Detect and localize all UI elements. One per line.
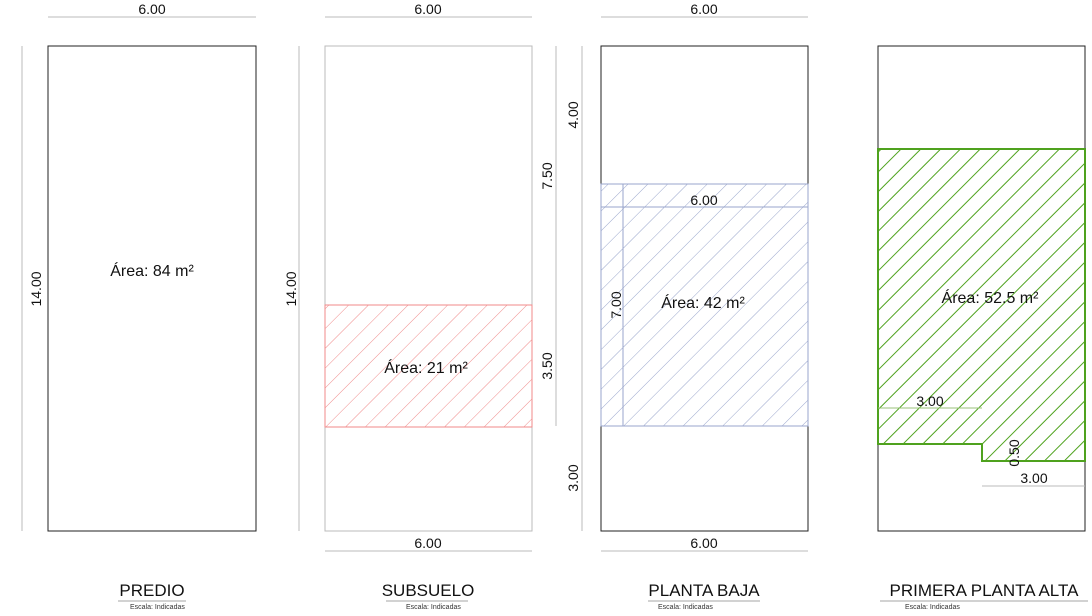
planta-baja-dim-left-upper: 7.50 [539,162,555,189]
subsuelo-plan: 6.00 14.00 Área: 21 m² 6.00 SUBSUELO Esc… [283,1,533,611]
planta-baja-dim-left-top: 4.00 [565,101,581,128]
predio-plan: 6.00 14.00 Área: 84 m² PREDIO Escala: In… [21,1,257,611]
primera-planta-alta-step-width: 3.00 [916,393,943,409]
primera-planta-alta-hatch-area [877,148,1086,462]
planta-baja-hatch-area [600,183,809,427]
predio-scale: Escala: Indicadas [130,604,185,611]
primera-planta-alta-area-label: Área: 52.5 m² [942,288,1040,307]
planta-baja-dim-left-mid: 3.50 [539,352,555,379]
predio-outline [47,45,257,532]
subsuelo-title: SUBSUELO [382,581,475,600]
primera-planta-alta-dim-bottom: 3.00 [1020,470,1047,486]
planta-baja-area-label: Área: 42 m² [661,293,745,312]
subsuelo-dim-bottom: 6.00 [414,535,441,551]
subsuelo-dim-top: 6.00 [414,1,441,17]
predio-title: PREDIO [119,581,184,600]
primera-planta-alta-title: PRIMERA PLANTA ALTA [890,581,1080,600]
subsuelo-hatch-area [324,304,533,428]
predio-area-label: Área: 84 m² [110,261,194,280]
subsuelo-area-label: Área: 21 m² [384,358,468,377]
planta-baja-dim-top: 6.00 [690,1,717,17]
predio-dim-left: 14.00 [28,271,44,306]
subsuelo-scale: Escala: Indicadas [406,604,461,611]
planta-baja-plan: 6.00 4.00 7.50 3.50 3.00 6.00 7.00 Área:… [539,1,809,611]
planta-baja-dim-left-bottom: 3.00 [565,464,581,491]
predio-dim-top: 6.00 [138,1,165,17]
primera-planta-alta-plan: 3.00 0.50 Área: 52.5 m² 3.00 PRIMERA PLA… [877,45,1088,611]
primera-planta-alta-step-height: 0.50 [1006,439,1022,466]
planta-baja-scale: Escala: Indicadas [658,604,713,611]
planta-baja-inner-width: 6.00 [690,192,717,208]
planta-baja-title: PLANTA BAJA [648,581,760,600]
planta-baja-dim-bottom: 6.00 [690,535,717,551]
subsuelo-outline [324,45,533,532]
primera-planta-alta-scale: Escala: Indicadas [905,604,960,611]
planta-baja-inner-height: 7.00 [608,291,624,318]
subsuelo-dim-left: 14.00 [283,271,299,306]
